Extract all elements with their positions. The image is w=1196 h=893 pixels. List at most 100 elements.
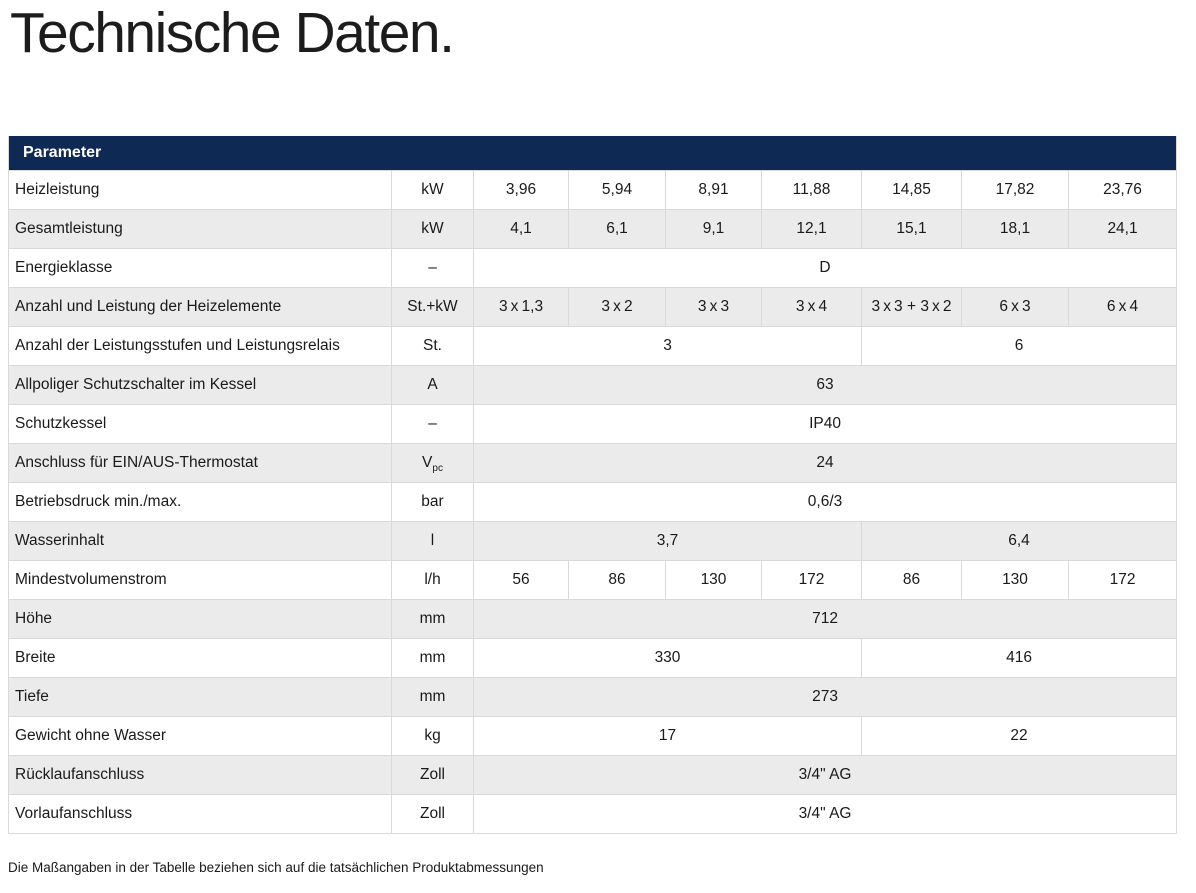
value-cell: 24 [472, 443, 1178, 484]
unit-cell: Zoll [391, 794, 474, 835]
spec-table: Parameter Heizleistung kW 3,96 5,94 8,91 11,8… [8, 135, 1178, 835]
table-row: Gesamtleistung kW 4,1 6,1 9,1 12,1 15,1 18,1 24,… [8, 209, 1178, 250]
value-cell: 3,96 [473, 170, 569, 211]
value-cell: 4,1 [473, 209, 569, 250]
value-cell: 86 [861, 560, 962, 601]
value-cell: 9,1 [665, 209, 762, 250]
value-cell: 3/4" AG [472, 794, 1178, 835]
param-label: Betriebsdruck min./max. [8, 482, 392, 523]
value-cell: 8,91 [665, 170, 762, 211]
unit-cell: kW [391, 209, 474, 250]
value-cell: 11,88 [761, 170, 862, 211]
param-label: Mindestvolumenstrom [8, 560, 392, 601]
param-label: Vorlaufanschluss [8, 794, 392, 835]
unit-cell: kW [391, 170, 474, 211]
param-label: Anzahl der Leistungsstufen und Leistungs… [8, 326, 392, 367]
value-cell: 3/4" AG [472, 755, 1178, 796]
value-cell: 14,85 [861, 170, 962, 211]
value-cell: 22 [860, 716, 1178, 757]
page-title: Technische Daten. [10, 1, 455, 65]
table-row: Gewicht ohne Wasser kg 17 22 [8, 716, 1178, 757]
unit-cell: – [391, 248, 474, 289]
value-cell: 130 [665, 560, 762, 601]
value-cell: 0,6/3 [472, 482, 1178, 523]
param-label: Gesamtleistung [8, 209, 392, 250]
table-row: Allpoliger Schutzschalter im Kessel A 63 [8, 365, 1178, 406]
value-cell: 172 [761, 560, 862, 601]
unit-cell: mm [391, 599, 474, 640]
value-cell: 712 [472, 599, 1178, 640]
value-cell: 3,7 [473, 521, 862, 562]
table-row: Anzahl der Leistungsstufen und Leistungs… [8, 326, 1178, 367]
value-cell: 3 x 4 [761, 287, 862, 328]
param-label: Schutzkessel [8, 404, 392, 445]
value-cell: 5,94 [568, 170, 666, 211]
unit-subscript: pc [432, 463, 443, 475]
value-cell: 17 [473, 716, 862, 757]
unit-cell: A [391, 365, 474, 406]
table-row: Anschluss für EIN/AUS-Thermostat Vpc 24 [8, 443, 1178, 484]
value-cell: 17,82 [961, 170, 1069, 211]
value-cell: 6,4 [860, 521, 1178, 562]
table-row: Höhe mm 712 [8, 599, 1178, 640]
param-label: Energieklasse [8, 248, 392, 289]
unit-cell: l/h [391, 560, 474, 601]
value-cell: 6 x 4 [1067, 287, 1178, 328]
value-cell: 3 [473, 326, 862, 367]
value-cell: 3 x 2 [568, 287, 666, 328]
table-header-parameter: Parameter [8, 135, 1177, 171]
param-label: Rücklaufanschluss [8, 755, 392, 796]
value-cell: 18,1 [961, 209, 1069, 250]
value-cell: 63 [472, 365, 1178, 406]
param-label: Tiefe [8, 677, 392, 718]
value-cell: 3 x 3 + 3 x 2 [861, 287, 962, 328]
value-cell: 23,76 [1067, 170, 1178, 211]
value-cell: 3 x 3 [665, 287, 762, 328]
value-cell: 330 [473, 638, 862, 679]
unit-cell: l [391, 521, 474, 562]
value-cell: 6,1 [568, 209, 666, 250]
param-label: Anschluss für EIN/AUS-Thermostat [8, 443, 392, 484]
param-label: Breite [8, 638, 392, 679]
unit-cell: kg [391, 716, 474, 757]
param-label: Allpoliger Schutzschalter im Kessel [8, 365, 392, 406]
table-row: Rücklaufanschluss Zoll 3/4" AG [8, 755, 1178, 796]
table-row: Mindestvolumenstrom l/h 56 86 130 172 86 130 172 [8, 560, 1178, 601]
table-row: Breite mm 330 416 [8, 638, 1178, 679]
table-row: Tiefe mm 273 [8, 677, 1178, 718]
unit-cell: mm [391, 677, 474, 718]
table-row: Heizleistung kW 3,96 5,94 8,91 11,88 14,85 17,8… [8, 170, 1178, 211]
param-label: Höhe [8, 599, 392, 640]
table-row: Vorlaufanschluss Zoll 3/4" AG [8, 794, 1178, 835]
footnote: Die Maßangaben in der Tabelle beziehen s… [8, 860, 544, 876]
unit-cell: St. [391, 326, 474, 367]
unit-cell: Zoll [391, 755, 474, 796]
table-row: Betriebsdruck min./max. bar 0,6/3 [8, 482, 1178, 523]
table-row: Schutzkessel – IP40 [8, 404, 1178, 445]
value-cell: 130 [961, 560, 1069, 601]
table-body: Heizleistung kW 3,96 5,94 8,91 11,88 14,85 17,8… [8, 170, 1178, 835]
value-cell: 15,1 [861, 209, 962, 250]
spec-table-container: Parameter Heizleistung kW 3,96 5,94 8,91 11,8… [8, 135, 1178, 835]
value-cell: D [472, 248, 1178, 289]
value-cell: 56 [473, 560, 569, 601]
unit-cell: – [391, 404, 474, 445]
unit-cell: Vpc [391, 443, 474, 484]
unit-cell: mm [391, 638, 474, 679]
table-header-row: Parameter [8, 135, 1177, 171]
table-row: Wasserinhalt l 3,7 6,4 [8, 521, 1178, 562]
value-cell: 416 [860, 638, 1178, 679]
value-cell: IP40 [472, 404, 1178, 445]
value-cell: 172 [1067, 560, 1178, 601]
param-label: Wasserinhalt [8, 521, 392, 562]
param-label: Anzahl und Leistung der Heizelemente [8, 287, 392, 328]
unit-cell: St.+kW [391, 287, 474, 328]
param-label: Gewicht ohne Wasser [8, 716, 392, 757]
value-cell: 3 x 1,3 [473, 287, 569, 328]
value-cell: 273 [472, 677, 1178, 718]
unit-cell: bar [391, 482, 474, 523]
value-cell: 86 [568, 560, 666, 601]
value-cell: 12,1 [761, 209, 862, 250]
value-cell: 24,1 [1067, 209, 1178, 250]
value-cell: 6 x 3 [961, 287, 1069, 328]
